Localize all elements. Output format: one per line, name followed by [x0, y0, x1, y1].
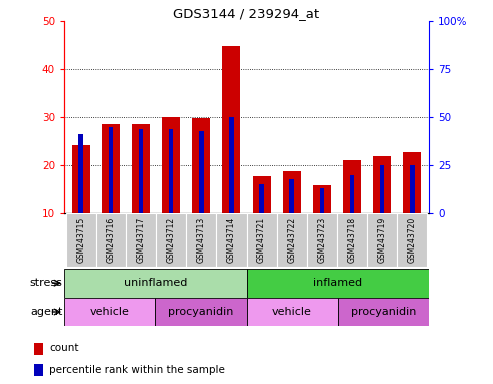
Bar: [132, 124, 150, 213]
Text: uninflamed: uninflamed: [124, 278, 187, 288]
Text: vehicle: vehicle: [90, 307, 130, 317]
Bar: [307, 213, 337, 267]
Text: GSM243713: GSM243713: [197, 217, 206, 263]
Title: GDS3144 / 239294_at: GDS3144 / 239294_at: [174, 7, 319, 20]
Bar: [169, 129, 174, 213]
Text: GSM243717: GSM243717: [137, 217, 145, 263]
Bar: [34, 364, 43, 376]
Bar: [186, 213, 216, 267]
Text: agent: agent: [30, 307, 62, 317]
Text: GSM243716: GSM243716: [106, 217, 115, 263]
Bar: [162, 117, 180, 213]
Text: vehicle: vehicle: [272, 307, 312, 317]
Text: count: count: [49, 343, 78, 354]
Bar: [380, 165, 385, 213]
Text: procyanidin: procyanidin: [168, 307, 234, 317]
Bar: [34, 343, 43, 355]
Bar: [216, 213, 246, 267]
Bar: [199, 131, 204, 213]
Bar: [64, 298, 155, 326]
Bar: [246, 269, 429, 298]
Text: GSM243715: GSM243715: [76, 217, 85, 263]
Bar: [373, 156, 391, 213]
Bar: [246, 213, 277, 267]
Bar: [338, 298, 429, 326]
Bar: [71, 145, 90, 213]
Bar: [343, 161, 361, 213]
Text: GSM243714: GSM243714: [227, 217, 236, 263]
Text: GSM243721: GSM243721: [257, 217, 266, 263]
Text: GSM243718: GSM243718: [348, 217, 356, 263]
Bar: [192, 118, 211, 213]
Bar: [246, 298, 338, 326]
Bar: [156, 213, 186, 267]
Text: GSM243719: GSM243719: [378, 217, 387, 263]
Bar: [397, 213, 427, 267]
Bar: [282, 171, 301, 213]
Bar: [319, 188, 324, 213]
Bar: [96, 213, 126, 267]
Bar: [313, 185, 331, 213]
Bar: [259, 184, 264, 213]
Bar: [337, 213, 367, 267]
Bar: [139, 129, 143, 213]
Bar: [102, 124, 120, 213]
Text: procyanidin: procyanidin: [351, 307, 416, 317]
Text: stress: stress: [30, 278, 62, 288]
Bar: [155, 298, 246, 326]
Text: GSM243723: GSM243723: [317, 217, 326, 263]
Bar: [78, 134, 83, 213]
Bar: [108, 127, 113, 213]
Bar: [367, 213, 397, 267]
Bar: [252, 176, 271, 213]
Text: percentile rank within the sample: percentile rank within the sample: [49, 364, 225, 375]
Bar: [289, 179, 294, 213]
Text: GSM243712: GSM243712: [167, 217, 176, 263]
Bar: [66, 213, 96, 267]
Bar: [64, 269, 246, 298]
Bar: [410, 165, 415, 213]
Bar: [126, 213, 156, 267]
Text: GSM243722: GSM243722: [287, 217, 296, 263]
Text: GSM243720: GSM243720: [408, 217, 417, 263]
Bar: [229, 117, 234, 213]
Bar: [350, 175, 354, 213]
Bar: [222, 46, 241, 213]
Text: inflamed: inflamed: [313, 278, 362, 288]
Bar: [403, 152, 422, 213]
Bar: [277, 213, 307, 267]
